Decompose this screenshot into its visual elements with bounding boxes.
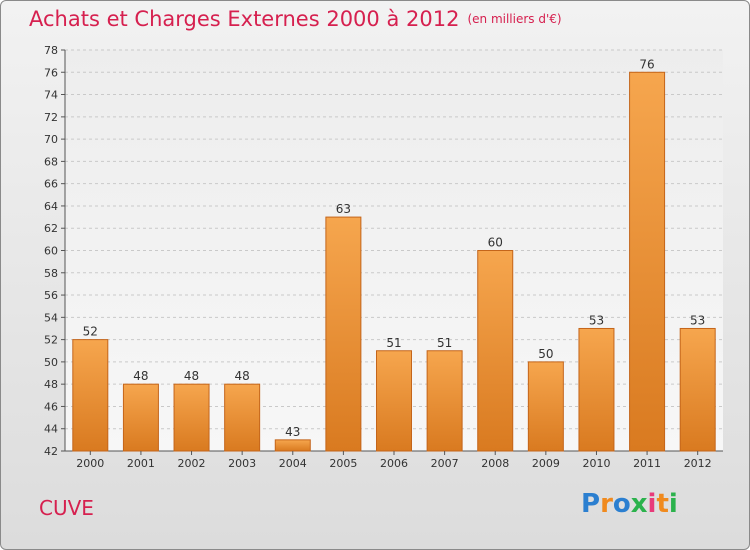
- y-tick-label: 52: [44, 334, 58, 347]
- y-tick-label: 64: [44, 200, 58, 213]
- x-tick-label: 2001: [127, 457, 155, 470]
- bar: [578, 327, 615, 452]
- data-label: 60: [488, 236, 503, 250]
- data-label: 50: [538, 347, 553, 361]
- data-label: 76: [639, 57, 654, 71]
- bar: [629, 71, 666, 452]
- y-tick-label: 50: [44, 356, 58, 369]
- x-tick-label: 2008: [481, 457, 509, 470]
- x-tick-label: 2003: [228, 457, 256, 470]
- logo-letter: o: [612, 489, 631, 519]
- bar: [376, 350, 412, 452]
- y-tick-label: 66: [44, 178, 58, 191]
- y-tick-label: 58: [44, 267, 58, 280]
- bar: [122, 383, 159, 452]
- logo-letter: P: [581, 489, 601, 519]
- y-tick-label: 78: [44, 44, 58, 57]
- bar: [224, 383, 261, 452]
- bar: [477, 250, 514, 452]
- bar: [274, 439, 311, 452]
- data-label: 63: [336, 202, 351, 216]
- x-tick-label: 2000: [76, 457, 104, 470]
- y-tick-label: 76: [44, 66, 58, 79]
- proxiti-logo: Proxiti: [581, 489, 678, 519]
- data-label: 53: [589, 313, 604, 327]
- data-label: 51: [437, 336, 452, 350]
- x-tick-label: 2009: [532, 457, 560, 470]
- logo-letter: i: [668, 489, 678, 519]
- x-tick-label: 2004: [279, 457, 307, 470]
- y-tick-label: 70: [44, 133, 58, 146]
- bar: [527, 361, 564, 452]
- y-tick-label: 72: [44, 111, 58, 124]
- data-label: 48: [184, 369, 199, 383]
- y-tick-label: 56: [44, 289, 58, 302]
- x-tick-label: 2005: [329, 457, 357, 470]
- y-tick-label: 44: [44, 423, 58, 436]
- commune-name: CUVE: [39, 496, 94, 520]
- data-label: 43: [285, 425, 300, 439]
- unit-label: (en milliers d'€): [467, 12, 562, 26]
- y-tick-label: 42: [44, 445, 58, 458]
- data-label: 53: [690, 313, 705, 327]
- y-tick-label: 48: [44, 378, 58, 391]
- x-tick-label: 2007: [431, 457, 459, 470]
- y-tick-label: 54: [44, 311, 58, 324]
- data-label: 52: [83, 325, 98, 339]
- data-label: 51: [386, 336, 401, 350]
- data-label: 48: [235, 369, 250, 383]
- chart-title: Achats et Charges Externes 2000 à 2012 (e…: [29, 7, 562, 31]
- logo-letter: r: [600, 489, 613, 519]
- x-tick-label: 2011: [633, 457, 661, 470]
- y-tick-label: 60: [44, 245, 58, 258]
- bar: [173, 383, 210, 452]
- x-tick-label: 2012: [684, 457, 712, 470]
- y-tick-label: 46: [44, 400, 58, 413]
- logo-letter: x: [630, 489, 648, 519]
- y-tick-label: 68: [44, 155, 58, 168]
- x-tick-label: 2002: [178, 457, 206, 470]
- data-label: 48: [133, 369, 148, 383]
- y-tick-label: 74: [44, 89, 58, 102]
- title-text: Achats et Charges Externes 2000 à 2012: [29, 7, 460, 31]
- bar: [679, 327, 716, 452]
- logo-letter: t: [656, 489, 669, 519]
- y-tick-label: 62: [44, 222, 58, 235]
- bar: [325, 216, 362, 452]
- bar: [72, 339, 109, 452]
- x-tick-label: 2010: [582, 457, 610, 470]
- logo-letter: i: [647, 489, 657, 519]
- x-tick-label: 2006: [380, 457, 408, 470]
- bar: [426, 350, 463, 452]
